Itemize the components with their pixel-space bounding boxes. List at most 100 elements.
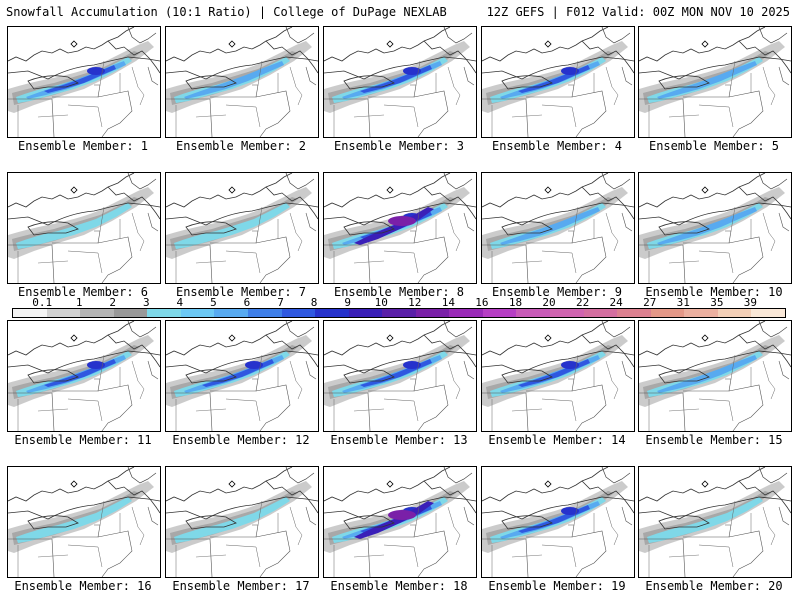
ensemble-member-label: Ensemble Member: 15 xyxy=(645,433,783,447)
ensemble-member-label: Ensemble Member: 11 xyxy=(14,433,152,447)
ensemble-member-label: Ensemble Member: 19 xyxy=(488,579,626,593)
colorbar-segment xyxy=(717,309,752,317)
colorbar-segment xyxy=(550,309,584,317)
snowfall-map xyxy=(166,321,318,431)
ensemble-member-panel xyxy=(638,26,792,138)
colorbar-tick-label: 10 xyxy=(374,296,388,309)
ensemble-member-panel xyxy=(7,26,161,138)
colorbar-segment xyxy=(751,309,785,317)
ensemble-member-panel xyxy=(7,320,161,432)
colorbar-segment xyxy=(147,309,181,317)
colorbar-segment xyxy=(583,309,618,317)
colorbar-tick-label: 8 xyxy=(310,296,318,309)
snowfall-map xyxy=(639,467,791,577)
colorbar-tick-label: 6 xyxy=(243,296,251,309)
snowfall-map xyxy=(166,27,318,137)
run-info: 12Z GEFS | F012 Valid: 00Z MON NOV 10 20… xyxy=(486,5,790,19)
colorbar-segment xyxy=(247,309,282,317)
colorbar-tick-label: 24 xyxy=(609,296,623,309)
ensemble-member-label: Ensemble Member: 13 xyxy=(330,433,468,447)
colorbar-tick-label: 31 xyxy=(676,296,690,309)
snowfall-map xyxy=(324,27,476,137)
colorbar-tick-label: 35 xyxy=(710,296,724,309)
ensemble-member-label: Ensemble Member: 3 xyxy=(333,139,465,153)
ensemble-member-panel xyxy=(323,320,477,432)
ensemble-member-label: Ensemble Member: 1 xyxy=(17,139,149,153)
colorbar-tick-label: 5 xyxy=(210,296,217,309)
snowfall-map xyxy=(324,467,476,577)
ensemble-member-panel xyxy=(323,172,477,284)
colorbar-segment xyxy=(449,309,483,317)
ensemble-member-panel xyxy=(323,26,477,138)
snowfall-map xyxy=(639,173,791,283)
snowfall-map xyxy=(324,321,476,431)
colorbar-segment xyxy=(415,309,450,317)
colorbar-segment xyxy=(80,309,114,317)
colorbar-segment xyxy=(650,309,685,317)
snowfall-map xyxy=(482,173,634,283)
ensemble-member-panel xyxy=(481,466,635,578)
ensemble-member-label: Ensemble Member: 4 xyxy=(491,139,623,153)
colorbar-segment xyxy=(214,309,248,317)
ensemble-member-label: Ensemble Member: 8 xyxy=(333,285,465,299)
colorbar-segment xyxy=(348,309,383,317)
ensemble-member-label: Ensemble Member: 5 xyxy=(648,139,780,153)
snowfall-map xyxy=(482,321,634,431)
colorbar-segment xyxy=(516,309,550,317)
snowfall-map xyxy=(8,467,160,577)
snowfall-map xyxy=(166,467,318,577)
ensemble-member-panel xyxy=(638,320,792,432)
snowfall-map xyxy=(639,27,791,137)
colorbar-segment xyxy=(382,309,416,317)
snowfall-map xyxy=(324,173,476,283)
colorbar-tick-label: 0.1 xyxy=(32,296,53,309)
colorbar-tick-label: 20 xyxy=(542,296,556,309)
colorbar-tick-label: 3 xyxy=(142,296,150,309)
snowfall-map xyxy=(639,321,791,431)
ensemble-member-panel xyxy=(481,26,635,138)
ensemble-member-label: Ensemble Member: 7 xyxy=(175,285,307,299)
ensemble-member-panel xyxy=(481,172,635,284)
colorbar-tick-label: 14 xyxy=(441,296,455,309)
ensemble-member-panel xyxy=(7,466,161,578)
ensemble-member-label: Ensemble Member: 18 xyxy=(330,579,468,593)
colorbar-segment xyxy=(482,309,517,317)
ensemble-member-label: Ensemble Member: 16 xyxy=(14,579,152,593)
colorbar-tick-label: 12 xyxy=(408,296,422,309)
ensemble-member-panel xyxy=(165,172,319,284)
ensemble-member-label: Ensemble Member: 9 xyxy=(491,285,623,299)
snowfall-map xyxy=(8,321,160,431)
ensemble-member-panel xyxy=(323,466,477,578)
colorbar-segment xyxy=(617,309,651,317)
colorbar-tick-label: 39 xyxy=(743,296,758,309)
colorbar-segment xyxy=(315,309,349,317)
map-title: Snowfall Accumulation (10:1 Ratio) | Col… xyxy=(6,5,447,19)
colorbar-tick-label: 22 xyxy=(575,296,590,309)
colorbar-segment xyxy=(281,309,316,317)
ensemble-member-label: Ensemble Member: 20 xyxy=(645,579,783,593)
ensemble-member-panel xyxy=(638,466,792,578)
colorbar-tick-label: 1 xyxy=(75,296,83,309)
ensemble-member-panel xyxy=(165,26,319,138)
colorbar-tick-label: 27 xyxy=(643,296,657,309)
colorbar-segment xyxy=(46,309,81,317)
ensemble-member-label: Ensemble Member: 12 xyxy=(172,433,310,447)
colorbar-segment xyxy=(684,309,718,317)
colorbar-tick-label: 7 xyxy=(277,296,284,309)
ensemble-member-panel xyxy=(165,466,319,578)
ensemble-member-label: Ensemble Member: 10 xyxy=(645,285,783,299)
colorbar-tick-label: 18 xyxy=(508,296,523,309)
ensemble-member-panel xyxy=(638,172,792,284)
colorbar-segment xyxy=(180,309,215,317)
ensemble-member-label: Ensemble Member: 17 xyxy=(172,579,310,593)
colorbar-tick-label: 2 xyxy=(109,296,116,309)
ensemble-member-panel xyxy=(165,320,319,432)
snowfall-map xyxy=(166,173,318,283)
colorbar-tick-label: 9 xyxy=(344,296,351,309)
colorbar-tick-label: 16 xyxy=(475,296,489,309)
snowfall-map xyxy=(8,173,160,283)
colorbar-segment xyxy=(113,309,148,317)
ensemble-member-panel xyxy=(481,320,635,432)
ensemble-member-panel xyxy=(7,172,161,284)
snowfall-map xyxy=(8,27,160,137)
